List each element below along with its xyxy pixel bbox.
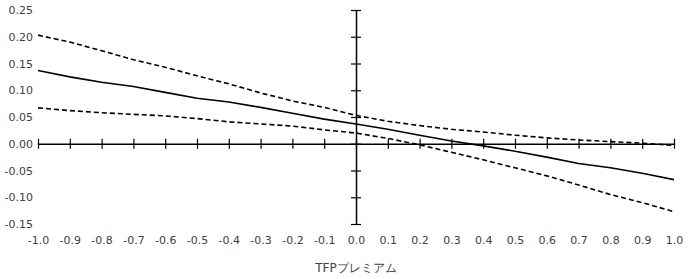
x-tick-label: -0.9 [60, 234, 81, 247]
x-tick: 0.9 [634, 139, 652, 247]
y-tick-label: 0.15 [9, 58, 34, 71]
x-tick-label: -0.1 [314, 234, 335, 247]
x-tick-mark [229, 139, 230, 149]
x-tick-mark [101, 139, 102, 149]
x-tick: 0.5 [507, 139, 525, 247]
x-tick: 0.4 [475, 139, 493, 247]
x-tick: -0.5 [187, 139, 208, 247]
y-tick-label: -0.05 [5, 165, 33, 178]
x-tick-mark [483, 139, 484, 149]
y-tick-label: 0.10 [9, 84, 34, 97]
x-tick: -0.1 [314, 139, 335, 247]
x-tick-label: -0.6 [155, 234, 176, 247]
x-tick-mark [515, 139, 516, 149]
x-tick: 0.8 [602, 139, 620, 247]
x-tick-mark [292, 139, 293, 149]
x-tick-label: -0.3 [250, 234, 271, 247]
x-tick-mark [356, 139, 357, 149]
y-tick-mark [351, 10, 361, 11]
x-tick: 0.0 [348, 139, 366, 247]
x-tick-label: 0.6 [539, 234, 557, 247]
x-tick: 0.1 [380, 139, 398, 247]
x-tick: -0.8 [91, 139, 112, 247]
x-tick: -0.4 [219, 139, 240, 247]
confidence-line [38, 108, 674, 212]
x-tick-label: 0.7 [570, 234, 588, 247]
x-tick-mark [324, 139, 325, 149]
x-tick-label: 0.8 [602, 234, 620, 247]
confidence-line [38, 35, 674, 145]
x-tick-mark [547, 139, 548, 149]
y-tick: 0.25 [9, 4, 362, 17]
y-tick-label: 0.05 [9, 111, 34, 124]
y-tick-mark [351, 63, 361, 64]
x-axis: -1.0 -0.9 -0.8 -0.7 -0.6 -0.5 -0.4 -0.3 -0.2 -0.1… [28, 139, 683, 247]
x-tick-mark [261, 139, 262, 149]
x-tick-label: 0.2 [411, 234, 429, 247]
x-axis-title: TFPプレミアム [314, 261, 396, 275]
x-tick: -1.0 [28, 139, 49, 247]
x-tick-label: 0.4 [475, 234, 493, 247]
y-tick-label: -0.10 [5, 191, 33, 204]
x-tick-mark [674, 139, 675, 149]
y-tick-mark [351, 197, 361, 198]
y-tick-label: 0.20 [9, 31, 34, 44]
x-tick: 0.6 [539, 139, 557, 247]
x-tick-label: 0.5 [507, 234, 525, 247]
x-tick-label: 1.0 [666, 234, 684, 247]
x-tick-label: -0.5 [187, 234, 208, 247]
x-tick-label: -0.4 [219, 234, 240, 247]
y-tick-mark [351, 37, 361, 38]
y-tick-label: 0.00 [9, 138, 34, 151]
x-tick: 0.2 [411, 139, 429, 247]
chart: -0.15 -0.10 -0.05 0.00 0.05 0.10 0.15 0.20 0.25 -… [0, 0, 688, 279]
x-tick-mark [133, 139, 134, 149]
y-tick-mark [351, 170, 361, 171]
x-tick-label: 0.0 [348, 234, 366, 247]
x-tick: -0.6 [155, 139, 176, 247]
x-tick-mark [451, 139, 452, 149]
x-tick-label: 0.9 [634, 234, 652, 247]
y-tick: -0.10 [5, 191, 361, 204]
x-tick: 0.3 [443, 139, 461, 247]
plot-area [38, 35, 674, 212]
estimate-line [38, 70, 674, 179]
x-tick-mark [165, 139, 166, 149]
x-tick-mark [610, 139, 611, 149]
x-tick-mark [197, 139, 198, 149]
y-tick: 0.20 [9, 31, 362, 44]
x-tick-label: -0.2 [282, 234, 303, 247]
y-tick: -0.05 [5, 165, 361, 178]
x-tick-mark [38, 139, 39, 149]
y-tick-label: 0.25 [9, 4, 34, 17]
y-tick: -0.15 [5, 218, 361, 231]
y-tick: 0.15 [9, 58, 362, 71]
x-tick: -0.9 [60, 139, 81, 247]
x-tick: 0.7 [570, 139, 588, 247]
y-tick-label: -0.15 [5, 218, 33, 231]
x-tick: 1.0 [666, 139, 684, 247]
y-tick-mark [351, 90, 361, 91]
x-tick-label: 0.1 [380, 234, 398, 247]
x-tick-mark [388, 139, 389, 149]
x-tick-label: 0.3 [443, 234, 461, 247]
x-tick-label: -0.8 [91, 234, 112, 247]
x-tick-mark [70, 139, 71, 149]
y-tick-mark [351, 224, 361, 225]
x-tick-label: -0.7 [123, 234, 144, 247]
x-tick-mark [420, 139, 421, 149]
x-tick: -0.7 [123, 139, 144, 247]
x-tick: -0.3 [250, 139, 271, 247]
x-tick: -0.2 [282, 139, 303, 247]
x-tick-label: -1.0 [28, 234, 49, 247]
y-tick-mark [351, 117, 361, 118]
